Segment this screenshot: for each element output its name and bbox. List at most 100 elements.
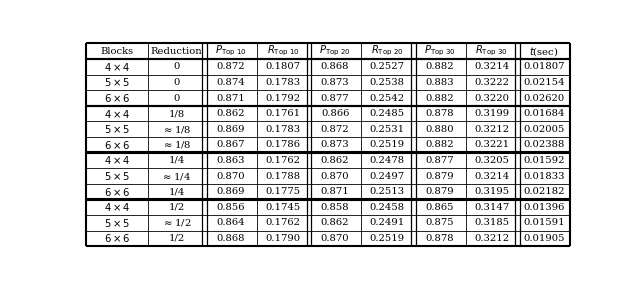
- Text: 0.882: 0.882: [425, 140, 454, 149]
- Text: 1/4: 1/4: [168, 156, 184, 165]
- Text: 0.871: 0.871: [321, 187, 349, 196]
- Text: 0.879: 0.879: [425, 187, 454, 196]
- Text: 0.3205: 0.3205: [474, 156, 509, 165]
- Text: $R_{\mathrm{Top\ 10}}$: $R_{\mathrm{Top\ 10}}$: [267, 44, 300, 58]
- Text: $6 \times 6$: $6 \times 6$: [104, 139, 131, 151]
- Text: 0.1762: 0.1762: [266, 218, 300, 227]
- Text: Blocks: Blocks: [100, 47, 134, 56]
- Text: 0.02005: 0.02005: [524, 125, 564, 134]
- Text: 0.01905: 0.01905: [523, 234, 564, 243]
- Text: 0.865: 0.865: [426, 203, 454, 212]
- Text: 0.01592: 0.01592: [523, 156, 564, 165]
- Text: $5 \times 5$: $5 \times 5$: [104, 76, 130, 89]
- Text: 0.2497: 0.2497: [370, 171, 405, 180]
- Text: Reduction: Reduction: [150, 47, 202, 56]
- Text: 0.1792: 0.1792: [266, 94, 300, 103]
- Text: 0.862: 0.862: [321, 156, 349, 165]
- Text: 0.872: 0.872: [321, 125, 349, 134]
- Text: 0.2542: 0.2542: [370, 94, 405, 103]
- Text: 0.874: 0.874: [216, 78, 245, 87]
- Text: 0.3222: 0.3222: [474, 78, 509, 87]
- Text: $5 \times 5$: $5 \times 5$: [104, 123, 130, 135]
- Text: $t$(sec): $t$(sec): [529, 45, 559, 58]
- Text: 0.870: 0.870: [321, 234, 349, 243]
- Text: 0.878: 0.878: [425, 109, 454, 118]
- Text: 0.01833: 0.01833: [523, 171, 564, 180]
- Text: $4 \times 4$: $4 \times 4$: [104, 108, 131, 120]
- Text: 0.856: 0.856: [216, 203, 245, 212]
- Text: 0.3212: 0.3212: [474, 234, 509, 243]
- Text: $\approx$1/8: $\approx$1/8: [162, 124, 191, 135]
- Text: 0.02154: 0.02154: [523, 78, 564, 87]
- Text: 1/4: 1/4: [168, 187, 184, 196]
- Text: 0.880: 0.880: [425, 125, 454, 134]
- Text: 0.1807: 0.1807: [266, 62, 300, 71]
- Text: 0.2478: 0.2478: [370, 156, 405, 165]
- Text: 0.2513: 0.2513: [370, 187, 405, 196]
- Text: 0.866: 0.866: [321, 109, 349, 118]
- Text: $4 \times 4$: $4 \times 4$: [104, 201, 131, 213]
- Text: $P_{\mathrm{Top\ 20}}$: $P_{\mathrm{Top\ 20}}$: [319, 44, 351, 58]
- Text: $P_{\mathrm{Top\ 10}}$: $P_{\mathrm{Top\ 10}}$: [215, 44, 246, 58]
- Text: 0.1745: 0.1745: [266, 203, 301, 212]
- Text: $\approx$1/8: $\approx$1/8: [162, 139, 191, 150]
- Text: 0.877: 0.877: [425, 156, 454, 165]
- Text: 1/2: 1/2: [168, 234, 184, 243]
- Text: 0.02620: 0.02620: [524, 94, 564, 103]
- Text: 0.864: 0.864: [216, 218, 245, 227]
- Text: 0.870: 0.870: [216, 171, 245, 180]
- Text: 0.868: 0.868: [216, 234, 245, 243]
- Text: 0.868: 0.868: [321, 62, 349, 71]
- Text: $4 \times 4$: $4 \times 4$: [104, 61, 131, 73]
- Text: 0.882: 0.882: [425, 94, 454, 103]
- Text: 0.01684: 0.01684: [523, 109, 564, 118]
- Text: $5 \times 5$: $5 \times 5$: [104, 170, 130, 182]
- Text: $6 \times 6$: $6 \times 6$: [104, 186, 131, 198]
- Text: 0.862: 0.862: [321, 218, 349, 227]
- Text: 0.02388: 0.02388: [524, 140, 564, 149]
- Text: 0.871: 0.871: [216, 94, 245, 103]
- Text: $6 \times 6$: $6 \times 6$: [104, 92, 131, 104]
- Text: $\approx$1/4: $\approx$1/4: [161, 171, 191, 182]
- Text: 0.2458: 0.2458: [370, 203, 405, 212]
- Text: $R_{\mathrm{Top\ 20}}$: $R_{\mathrm{Top\ 20}}$: [371, 44, 404, 58]
- Text: 0.867: 0.867: [216, 140, 245, 149]
- Text: 0.3185: 0.3185: [474, 218, 509, 227]
- Text: 0.869: 0.869: [216, 187, 245, 196]
- Text: 0.883: 0.883: [425, 78, 454, 87]
- Text: 0.879: 0.879: [425, 171, 454, 180]
- Text: 0.2519: 0.2519: [370, 140, 405, 149]
- Text: 0.02182: 0.02182: [523, 187, 564, 196]
- Text: 0.1761: 0.1761: [266, 109, 300, 118]
- Text: 0.873: 0.873: [321, 78, 349, 87]
- Text: 0.1783: 0.1783: [266, 125, 300, 134]
- Text: 0.3214: 0.3214: [474, 62, 509, 71]
- Text: 1/2: 1/2: [168, 203, 184, 212]
- Text: 0.3214: 0.3214: [474, 171, 509, 180]
- Text: 0.2519: 0.2519: [370, 234, 405, 243]
- Text: 0: 0: [173, 78, 180, 87]
- Text: 0.3195: 0.3195: [474, 187, 509, 196]
- Text: $6 \times 6$: $6 \times 6$: [104, 232, 131, 244]
- Text: 0.877: 0.877: [321, 94, 349, 103]
- Text: 0.878: 0.878: [425, 234, 454, 243]
- Text: 0: 0: [173, 94, 180, 103]
- Text: 0.1786: 0.1786: [266, 140, 300, 149]
- Text: 0.2491: 0.2491: [370, 218, 405, 227]
- Text: 0.2485: 0.2485: [370, 109, 405, 118]
- Text: 0.3147: 0.3147: [474, 203, 509, 212]
- Text: 0.875: 0.875: [425, 218, 454, 227]
- Text: 0: 0: [173, 62, 180, 71]
- Text: $\approx$1/2: $\approx$1/2: [162, 217, 191, 228]
- Text: 0.1775: 0.1775: [266, 187, 300, 196]
- Text: 0.01396: 0.01396: [524, 203, 564, 212]
- Text: 0.1788: 0.1788: [266, 171, 300, 180]
- Text: 0.870: 0.870: [321, 171, 349, 180]
- Text: 0.2527: 0.2527: [370, 62, 405, 71]
- Text: 0.1790: 0.1790: [266, 234, 300, 243]
- Text: 1/8: 1/8: [168, 109, 184, 118]
- Text: 0.882: 0.882: [425, 62, 454, 71]
- Text: 0.3199: 0.3199: [474, 109, 509, 118]
- Text: 0.869: 0.869: [216, 125, 245, 134]
- Text: 0.01807: 0.01807: [523, 62, 564, 71]
